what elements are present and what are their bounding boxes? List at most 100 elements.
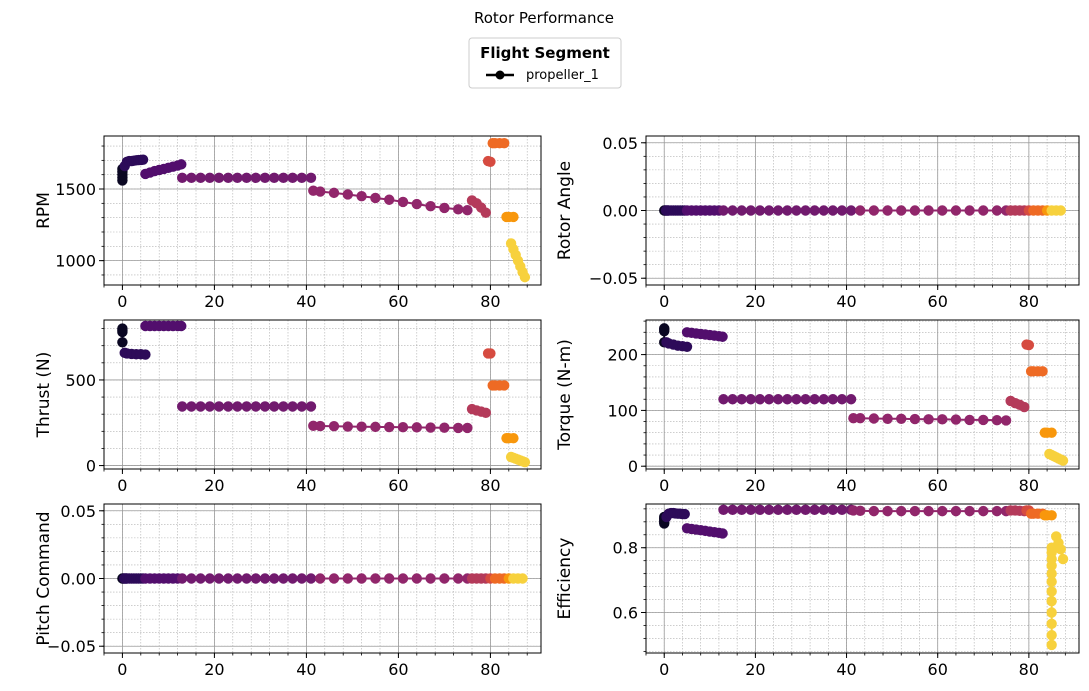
x-tick-label: 80 bbox=[480, 292, 500, 311]
y-axis-label: Pitch Command bbox=[34, 511, 54, 645]
data-point bbox=[1000, 415, 1012, 426]
data-point bbox=[868, 413, 880, 424]
data-point bbox=[782, 205, 793, 216]
data-point bbox=[772, 205, 784, 216]
y-tick-label: 0.05 bbox=[602, 134, 638, 153]
y-axis-label: RPM bbox=[34, 192, 54, 229]
data-point bbox=[991, 205, 1003, 216]
data-point bbox=[342, 573, 353, 584]
data-series bbox=[659, 323, 1069, 466]
data-point bbox=[370, 573, 381, 584]
torque-panel: 0 20 40 60 80 0 100 200 Torque (N-m) bbox=[555, 319, 1080, 495]
data-point bbox=[1046, 618, 1057, 630]
x-tick-label: 0 bbox=[659, 476, 669, 495]
data-point bbox=[177, 401, 188, 412]
data-point bbox=[411, 422, 422, 433]
data-point bbox=[453, 573, 464, 584]
x-tick-label: 0 bbox=[659, 660, 669, 679]
x-tick-label: 60 bbox=[388, 660, 408, 679]
legend-title: Flight Segment bbox=[480, 44, 610, 62]
data-point bbox=[315, 186, 326, 197]
data-point bbox=[315, 420, 326, 432]
data-point bbox=[140, 349, 151, 360]
data-point bbox=[186, 573, 197, 584]
data-point bbox=[241, 401, 252, 412]
data-point bbox=[978, 505, 989, 517]
data-point bbox=[800, 205, 811, 216]
data-point bbox=[736, 394, 747, 405]
data-point bbox=[425, 422, 436, 433]
data-point bbox=[453, 204, 464, 215]
grid bbox=[103, 320, 541, 469]
y-tick-label: 0.6 bbox=[613, 604, 638, 623]
data-point bbox=[827, 205, 839, 216]
data-point bbox=[356, 573, 367, 584]
data-point bbox=[923, 414, 934, 425]
data-point bbox=[1055, 544, 1066, 555]
data-point bbox=[937, 205, 948, 216]
data-point bbox=[1057, 553, 1069, 565]
data-point bbox=[287, 172, 298, 184]
data-point bbox=[718, 205, 729, 216]
x-tick-label: 20 bbox=[745, 476, 765, 495]
data-point bbox=[439, 573, 450, 584]
data-point bbox=[836, 394, 848, 405]
data-series bbox=[117, 573, 528, 584]
data-point bbox=[923, 505, 934, 517]
y-tick-label: −0.05 bbox=[47, 637, 96, 656]
data-point bbox=[791, 504, 802, 516]
grid bbox=[103, 136, 541, 285]
data-point bbox=[117, 337, 128, 348]
data-point bbox=[223, 401, 234, 412]
data-point bbox=[499, 380, 510, 391]
grid bbox=[103, 504, 541, 653]
data-series bbox=[117, 137, 531, 283]
data-point bbox=[978, 414, 989, 426]
legend: Flight Segment propeller_1 bbox=[468, 37, 622, 89]
data-point bbox=[485, 348, 496, 359]
data-point bbox=[754, 394, 766, 405]
data-point bbox=[195, 172, 206, 184]
data-point bbox=[950, 505, 962, 517]
data-point bbox=[855, 413, 866, 424]
y-tick-label: 0.05 bbox=[60, 502, 96, 521]
y-tick-label: 200 bbox=[607, 346, 638, 365]
data-point bbox=[818, 394, 829, 405]
data-point bbox=[176, 159, 187, 170]
data-point bbox=[177, 172, 188, 184]
data-point bbox=[453, 422, 464, 434]
data-point bbox=[287, 573, 298, 584]
data-point bbox=[791, 394, 802, 405]
data-point bbox=[791, 205, 802, 216]
data-point bbox=[1046, 576, 1057, 587]
data-point bbox=[800, 394, 811, 405]
x-tick-label: 20 bbox=[745, 660, 765, 679]
data-point bbox=[342, 421, 353, 432]
data-point bbox=[269, 172, 280, 184]
y-tick-label: 0.8 bbox=[613, 539, 638, 558]
data-point bbox=[937, 505, 948, 517]
data-point bbox=[836, 504, 848, 516]
data-point bbox=[855, 505, 866, 517]
data-point bbox=[868, 505, 880, 517]
data-series bbox=[117, 320, 531, 468]
data-point bbox=[269, 401, 280, 412]
data-point bbox=[439, 202, 450, 214]
y-tick-label: 0.00 bbox=[602, 202, 638, 221]
data-point bbox=[1046, 586, 1057, 597]
data-point bbox=[356, 421, 367, 432]
data-point bbox=[397, 573, 409, 584]
data-point bbox=[845, 205, 857, 216]
data-point bbox=[836, 205, 848, 216]
data-point bbox=[809, 205, 820, 216]
data-point bbox=[259, 172, 271, 184]
y-tick-label: 0.00 bbox=[60, 570, 96, 589]
x-tick-label: 40 bbox=[296, 476, 316, 495]
figure-title: Rotor Performance bbox=[474, 9, 614, 27]
data-point bbox=[1046, 568, 1057, 579]
data-point bbox=[356, 190, 367, 202]
data-point bbox=[508, 211, 519, 223]
axes-frame bbox=[103, 135, 542, 286]
x-tick-label: 80 bbox=[480, 476, 500, 495]
x-tick-label: 0 bbox=[659, 292, 669, 311]
